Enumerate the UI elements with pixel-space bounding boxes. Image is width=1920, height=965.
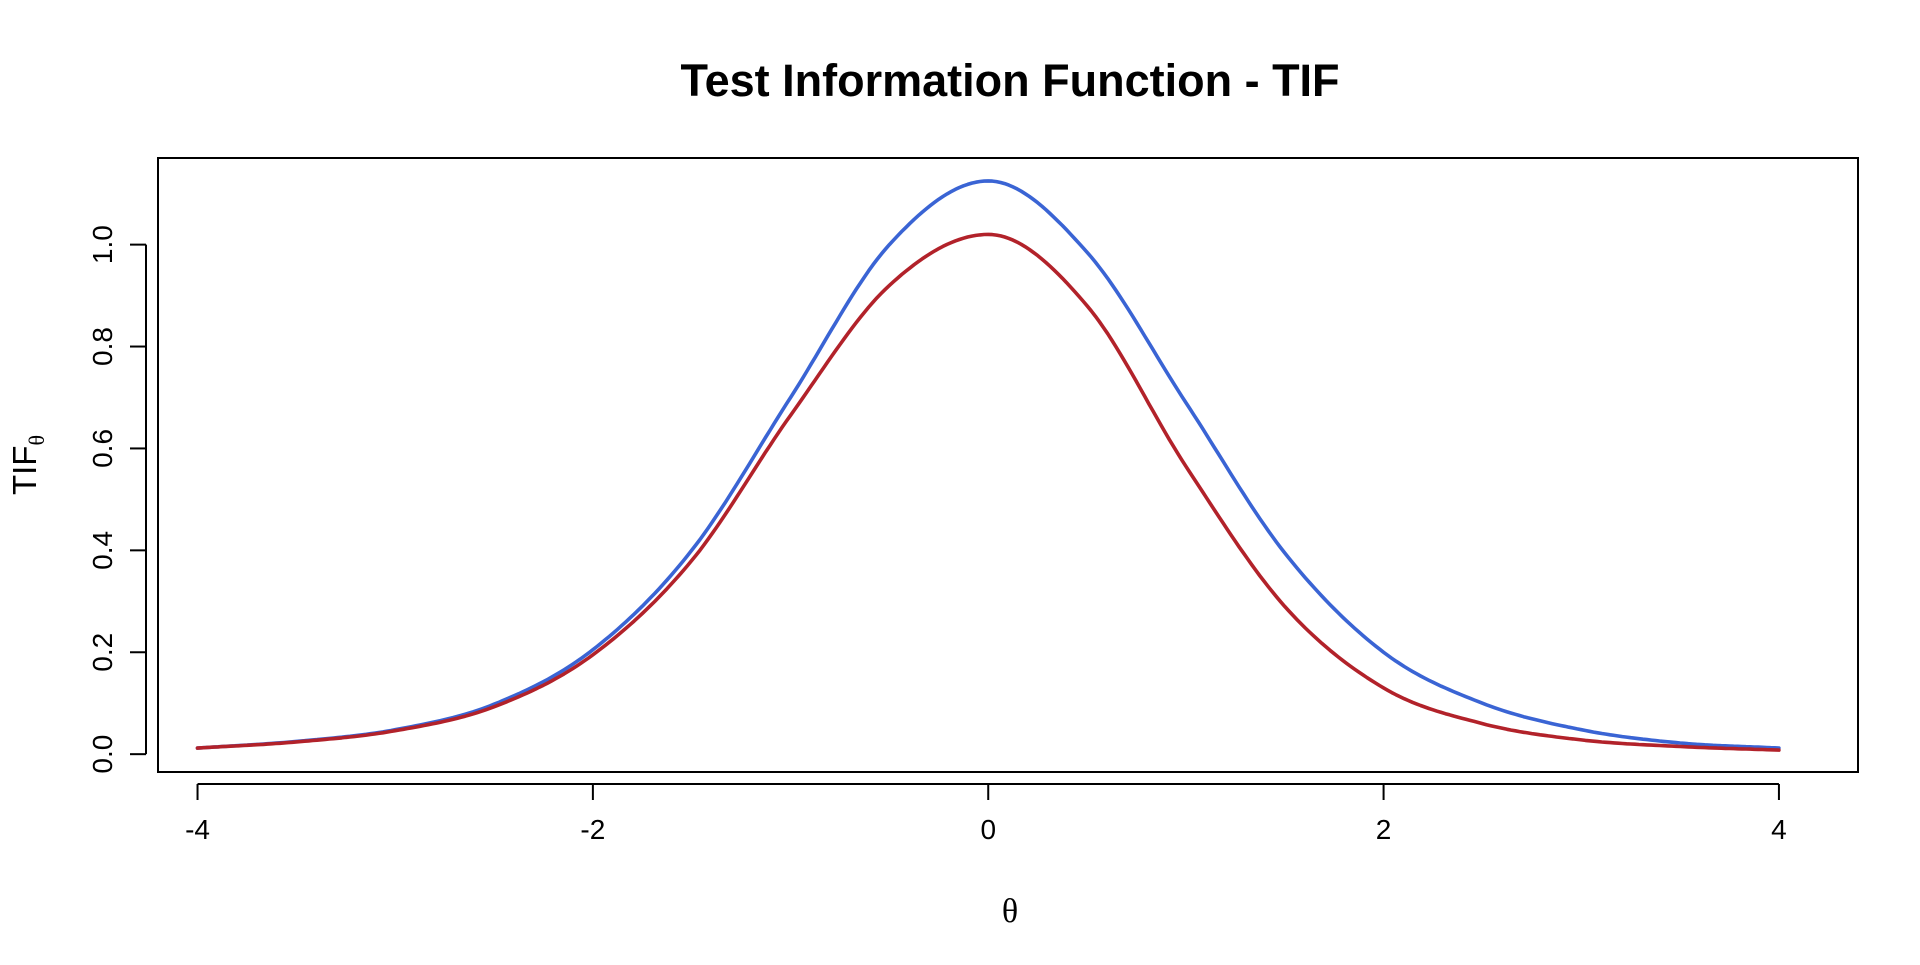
y-tick-label: 0.0 [87,735,118,774]
series-layer [195,179,1781,752]
x-tick-label: 2 [1376,814,1392,845]
plot-frame [157,157,1859,773]
y-tick-label: 0.8 [87,327,118,366]
y-tick-label: 0.4 [87,531,118,570]
y-axis-label: TIFθ [6,435,49,495]
x-tick-label: -2 [580,814,605,845]
x-axis-label: θ [1002,893,1018,930]
series-line-2 [195,232,1781,752]
y-axis-label-subscript: θ [24,435,49,446]
y-tick-label: 0.2 [87,633,118,672]
x-tick-label: -4 [185,814,210,845]
y-tick-label: 0.6 [87,429,118,468]
chart-title: Test Information Function - TIF [680,55,1339,106]
y-tick-label: 1.0 [87,225,118,264]
x-tick-label: 0 [980,814,996,845]
series-line-1 [195,179,1781,750]
y-axis: 0.0 0.2 0.4 0.6 0.8 1.0 [87,225,147,774]
x-tick-label: 4 [1771,814,1787,845]
x-axis: -4 -2 0 2 4 [185,783,1787,845]
y-axis-label-main: TIF [6,446,43,495]
